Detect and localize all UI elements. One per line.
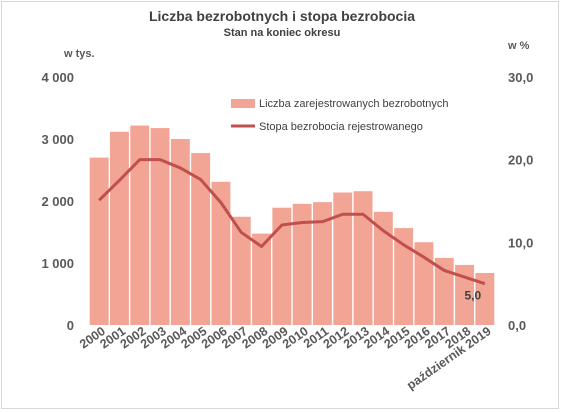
- bar-2015: [394, 228, 414, 325]
- unemployment-rate-line: [98, 158, 486, 286]
- legend: Liczba zarejestrowanych bezrobotnych Sto…: [231, 98, 449, 133]
- line-series: [98, 158, 486, 286]
- y-right-tick: 30,0: [508, 70, 533, 85]
- y-right-tick: 0,0: [508, 318, 526, 333]
- chart-subtitle: Stan na koniec okresu: [224, 27, 341, 39]
- bar-2008: [252, 233, 271, 325]
- y-left-axis: 0 1 000 2 000 3 000 4 000: [41, 70, 74, 333]
- legend-swatch-bars: [231, 99, 255, 108]
- x-axis: 2000200120022003200420052006200720082009…: [77, 324, 494, 392]
- y-left-tick: 3 000: [41, 132, 74, 147]
- bar-2002: [130, 125, 150, 325]
- legend-label-line: Stopa bezrobocia rejestrowanego: [259, 121, 423, 133]
- bar-2006: [211, 181, 231, 325]
- y-right-axis: 0,0 10,0 20,0 30,0: [508, 70, 533, 333]
- bar-series: [89, 125, 495, 325]
- y-left-unit: w tys.: [63, 48, 95, 60]
- y-left-tick: 4 000: [41, 70, 74, 85]
- bar-2004: [170, 139, 190, 325]
- bar-2013: [353, 191, 373, 325]
- bar-2001: [110, 131, 129, 325]
- data-labels: 5,0: [465, 289, 482, 303]
- bar-2012: [333, 192, 353, 325]
- bar-październik-2019: [475, 272, 495, 325]
- y-right-tick: 10,0: [508, 235, 533, 250]
- bar-2010: [292, 203, 312, 325]
- y-right-unit: w %: [507, 40, 530, 52]
- bar-2016: [414, 242, 434, 325]
- bar-2003: [150, 128, 170, 325]
- data-label-last-rate: 5,0: [465, 289, 482, 303]
- y-right-tick: 20,0: [508, 153, 533, 168]
- bar-2005: [191, 153, 211, 325]
- y-left-tick: 1 000: [41, 256, 74, 271]
- bar-2009: [272, 207, 292, 325]
- bar-2000: [89, 157, 109, 325]
- bar-2014: [373, 211, 393, 325]
- bar-2011: [313, 202, 332, 325]
- y-left-tick: 0: [67, 318, 74, 333]
- legend-label-bars: Liczba zarejestrowanych bezrobotnych: [259, 98, 449, 110]
- chart-title: Liczba bezrobotnych i stopa bezrobocia: [149, 8, 415, 24]
- bar-2017: [434, 257, 454, 325]
- y-left-tick: 2 000: [41, 194, 74, 209]
- bar-2007: [231, 216, 251, 325]
